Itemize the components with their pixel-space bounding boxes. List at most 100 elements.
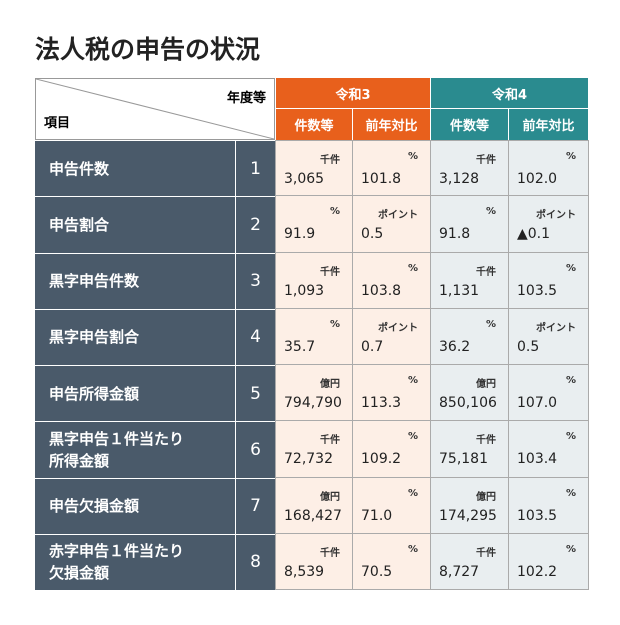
data-cell: 千件 3,128 <box>430 140 508 197</box>
value: 102.0 <box>517 171 558 187</box>
data-cell: ポイント 0.5 <box>508 308 588 365</box>
value: 75,181 <box>439 451 488 468</box>
unit: % <box>485 206 496 218</box>
column-header: 件数等 <box>275 108 352 140</box>
value: 0.5 <box>361 226 384 243</box>
data-cell: 千件 3,065 <box>275 140 352 197</box>
unit: 億円 <box>320 379 340 390</box>
value: 103.8 <box>361 282 402 299</box>
row-label: 赤字申告１件当たり 欠損金額 <box>35 533 235 590</box>
data-cell: % 113.3 <box>352 365 430 422</box>
table-border <box>588 140 589 590</box>
unit: 千件 <box>476 435 496 447</box>
row-number: 1 <box>235 140 275 197</box>
data-cell: 千件 8,539 <box>275 533 352 590</box>
row-label: 申告所得金額 <box>35 365 235 422</box>
unit: 億円 <box>476 379 496 390</box>
value: 103.5 <box>517 507 558 524</box>
data-cell: 千件 1,093 <box>275 252 352 309</box>
data-cell: % 91.8 <box>430 196 508 253</box>
row-label-line: 黒字申告１件当たり <box>49 429 185 448</box>
unit: % <box>565 375 576 386</box>
data-cell: % 102.2 <box>508 533 588 590</box>
value: 850,106 <box>439 395 497 411</box>
row-label-line: 申告割合 <box>49 215 110 234</box>
data-cell: % 36.2 <box>430 308 508 365</box>
row-label: 黒字申告割合 <box>35 308 235 365</box>
value: 91.8 <box>439 226 471 243</box>
row-label-line: 所得金額 <box>49 451 110 470</box>
corner-cell: 年度等 項目 <box>35 78 275 140</box>
year-header: 令和3 <box>275 78 430 108</box>
unit: ポイント <box>536 322 576 334</box>
row-number: 3 <box>235 252 275 309</box>
data-cell: % 70.5 <box>352 533 430 590</box>
row-label-line: 申告欠損金額 <box>49 497 140 516</box>
column-header: 前年対比 <box>352 108 430 140</box>
data-cell: 億円 174,295 <box>430 477 508 534</box>
data-cell: 千件 1,131 <box>430 252 508 309</box>
data-cell: % 107.0 <box>508 365 588 422</box>
data-cell: 千件 72,732 <box>275 421 352 478</box>
unit: 千件 <box>320 266 340 278</box>
data-cell: % 103.8 <box>352 252 430 309</box>
unit: 千件 <box>476 547 496 559</box>
unit: % <box>407 375 418 386</box>
unit: % <box>407 151 418 162</box>
row-number: 2 <box>235 196 275 253</box>
data-cell: 千件 75,181 <box>430 421 508 478</box>
unit: % <box>565 151 576 162</box>
unit: % <box>565 543 576 555</box>
unit: ポイント <box>536 210 576 222</box>
diagonal <box>36 79 274 139</box>
unit: % <box>485 318 496 330</box>
unit: % <box>407 543 418 555</box>
data-cell: % 103.4 <box>508 421 588 478</box>
data-cell: % 103.5 <box>508 477 588 534</box>
data-cell: % 35.7 <box>275 308 352 365</box>
row-label-line: 黒字申告件数 <box>49 272 140 291</box>
row-label: 黒字申告件数 <box>35 252 235 309</box>
data-cell: % 71.0 <box>352 477 430 534</box>
column-header: 件数等 <box>430 108 508 140</box>
row-number: 7 <box>235 477 275 534</box>
unit: 億円 <box>476 491 496 503</box>
title: 法人税の申告の状況 <box>35 35 261 64</box>
value: 103.4 <box>517 451 558 468</box>
value: 101.8 <box>361 171 402 187</box>
value: 35.7 <box>284 338 316 355</box>
value: 168,427 <box>284 507 342 524</box>
data-cell: % 103.5 <box>508 252 588 309</box>
data-cell: 億円 794,790 <box>275 365 352 422</box>
row-label: 申告欠損金額 <box>35 477 235 534</box>
data-cell: ポイント 0.5 <box>352 196 430 253</box>
row-label-line: 赤字申告１件当たり <box>49 542 185 561</box>
value: 36.2 <box>439 338 471 355</box>
value: 3,065 <box>284 171 325 187</box>
unit: % <box>407 487 418 499</box>
unit: 千件 <box>320 155 340 166</box>
column-header: 前年対比 <box>508 108 588 140</box>
value: 8,539 <box>284 563 325 580</box>
unit: % <box>565 487 576 499</box>
value: ▲0.1 <box>517 226 551 243</box>
unit: ポイント <box>378 210 418 222</box>
data-cell: ポイント 0.7 <box>352 308 430 365</box>
unit: % <box>565 431 576 443</box>
row-number: 8 <box>235 533 275 590</box>
unit: % <box>407 431 418 443</box>
value: 1,131 <box>439 282 480 299</box>
row-label: 申告件数 <box>35 140 235 197</box>
data-cell: 千件 8,727 <box>430 533 508 590</box>
data-cell: % 91.9 <box>275 196 352 253</box>
row-number: 4 <box>235 308 275 365</box>
row-number: 5 <box>235 365 275 422</box>
row-label-line: 申告件数 <box>49 159 110 178</box>
year-header: 令和4 <box>430 78 588 108</box>
data-cell: % 101.8 <box>352 140 430 197</box>
value: 70.5 <box>361 563 393 580</box>
table-border <box>275 589 588 590</box>
value: 91.9 <box>284 226 316 243</box>
data-cell: % 109.2 <box>352 421 430 478</box>
